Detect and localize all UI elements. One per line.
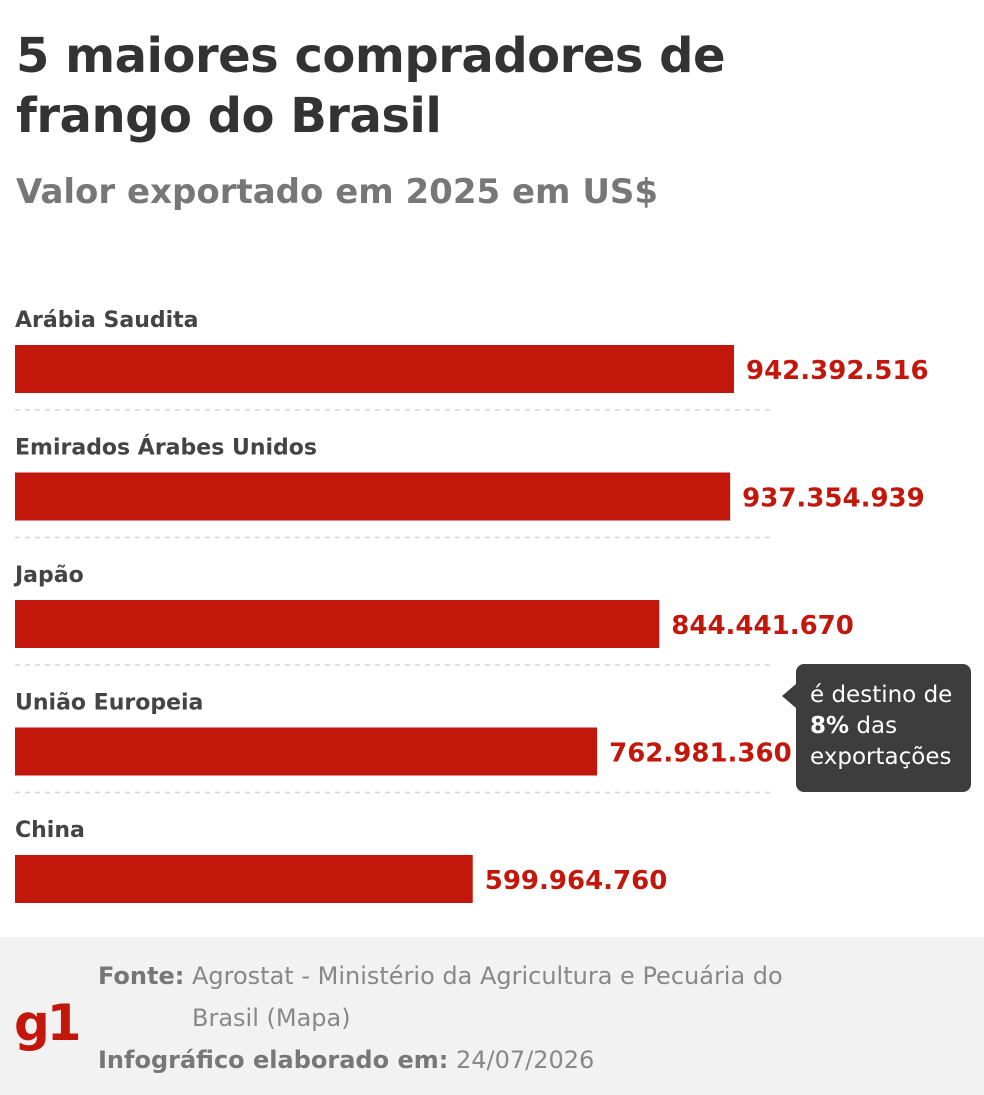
footer: g1 Fonte: Agrostat - Ministério da Agric… xyxy=(0,937,984,1095)
bar xyxy=(15,855,473,903)
value-label: 599.964.760 xyxy=(485,866,668,896)
chart-subtitle: Valor exportado em 2025 em US$ xyxy=(16,172,659,212)
date-label: Infográfico elaborado em: xyxy=(98,1046,449,1074)
value-label: 937.354.939 xyxy=(742,484,925,514)
category-label: Emirados Árabes Unidos xyxy=(15,435,317,461)
category-label: Arábia Saudita xyxy=(15,308,199,333)
category-label: Japão xyxy=(13,563,84,588)
bar xyxy=(15,345,734,393)
annotation-text-after: das exportações xyxy=(810,713,952,770)
value-label: 942.392.516 xyxy=(746,356,929,386)
bar xyxy=(15,600,660,648)
chart-title: 5 maiores compradores de frango do Brasi… xyxy=(16,28,726,144)
g1-logo: g1 xyxy=(14,994,82,1052)
date-value: 24/07/2026 xyxy=(455,1046,595,1074)
value-label: 844.441.670 xyxy=(671,611,854,641)
date-row: Infográfico elaborado em: 24/07/2026 xyxy=(98,1039,968,1081)
source-text: Agrostat - Ministério da Agricultura e P… xyxy=(191,962,783,1032)
source-row: Fonte: Agrostat - Ministério da Agricult… xyxy=(98,955,968,1039)
source-label: Fonte: xyxy=(98,962,185,990)
bar-chart: Arábia Saudita 942.392.516 Emirados Árabes… xyxy=(13,308,929,903)
annotation-text-before: é destino de xyxy=(810,682,953,708)
category-label: União Europeia xyxy=(15,691,203,716)
annotation-callout: é destino de 8% das exportações xyxy=(782,664,971,792)
category-label: China xyxy=(15,818,85,843)
value-label: 762.981.360 xyxy=(609,739,792,769)
annotation-text-bold: 8% xyxy=(810,713,850,739)
bar xyxy=(15,727,598,776)
bar xyxy=(15,472,731,521)
